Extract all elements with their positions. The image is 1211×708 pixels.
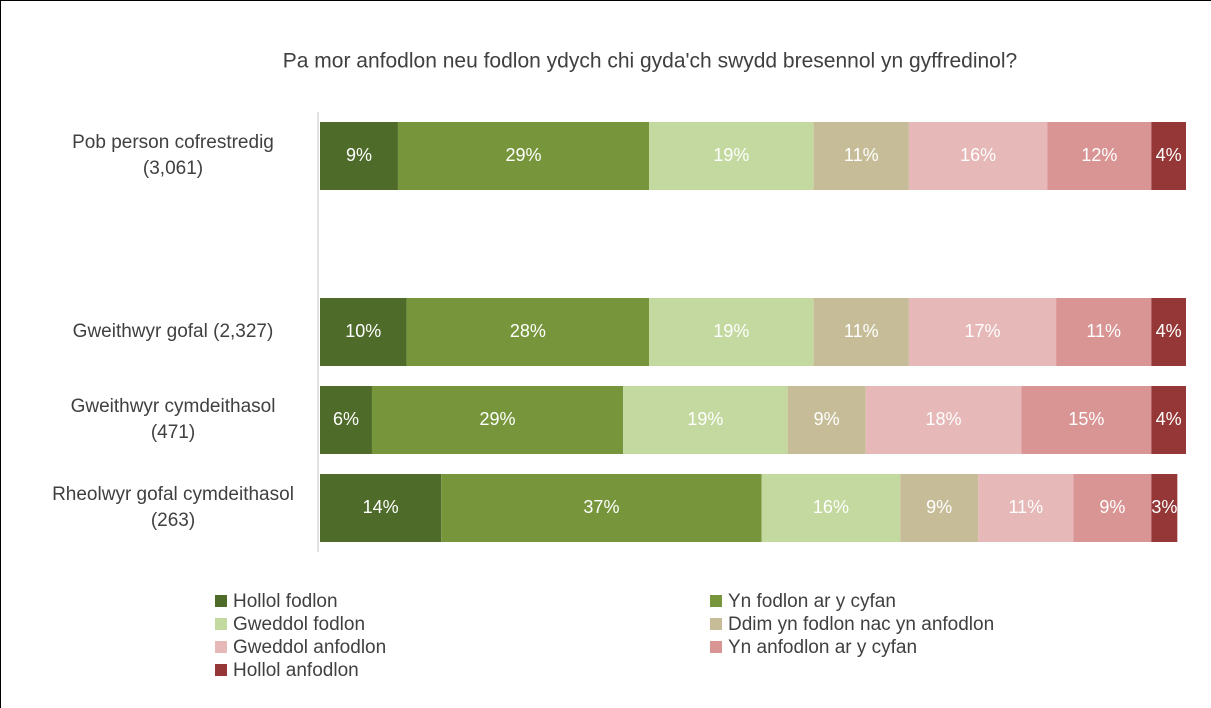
value-label: 9% [926,497,952,517]
value-label: 15% [1068,409,1104,429]
legend-swatch [710,618,722,630]
legend-swatch [710,595,722,607]
value-label: 29% [505,145,541,165]
value-label: 9% [346,145,372,165]
value-label: 4% [1156,145,1182,165]
value-label: 4% [1156,321,1182,341]
bar-segment [320,386,372,454]
category-label: Rheolwyr gofal cymdeithasol (263) [52,484,294,531]
bar-segment [865,386,1022,454]
value-label: 37% [583,497,619,517]
legend-label: Gweddol anfodlon [233,637,386,658]
category-label: Gweithwyr gofal (2,327) [72,321,274,342]
bar-segment [900,474,979,542]
category-label: Pob person cofrestredig (3,061) [72,132,274,179]
legend-swatch [215,664,227,676]
value-label: 16% [813,497,849,517]
bar-segment [649,122,814,190]
value-label: 11% [844,145,879,165]
legend-label: Ddim yn fodlon nac yn anfodlon [728,614,994,635]
bar-segment [813,298,909,366]
bar-segment [761,474,901,542]
bar-segment [1151,386,1186,454]
chart-title: Pa mor anfodlon neu fodlon ydych chi gyd… [283,50,1017,73]
value-label: 9% [814,409,840,429]
value-label: 11% [844,321,879,341]
bar-segment [978,474,1074,542]
legend-label: Yn anfodlon ar y cyfan [728,637,917,658]
value-label: 9% [1099,497,1125,517]
value-label: 16% [960,145,996,165]
bar-segment [320,298,407,366]
value-label: 28% [510,321,546,341]
bar-segment [320,474,442,542]
legend-label: Hollol anfodlon [233,660,359,681]
bar-segment [1151,122,1186,190]
value-label: 11% [1008,497,1043,517]
value-label: 19% [713,145,749,165]
bar-segment [371,386,624,454]
bar-segment [623,386,788,454]
bar-segment [1151,474,1178,542]
value-label: 10% [345,321,381,341]
bar-segment [1073,474,1152,542]
bar-segment [406,298,650,366]
value-label: 18% [926,409,962,429]
bar-segment [1151,298,1186,366]
bar-segment [320,122,398,190]
value-label: 19% [713,321,749,341]
bar-segment [1056,298,1152,366]
legend-swatch [215,618,227,630]
bar-segment [441,474,762,542]
value-label: 6% [333,409,359,429]
category-label: Gweithwyr cymdeithasol (471) [70,396,276,443]
legend-swatch [710,641,722,653]
value-label: 14% [363,497,399,517]
bar-segment [1021,386,1152,454]
value-label: 17% [964,321,1000,341]
legend-label: Gweddol fodlon [233,614,365,635]
value-label: 29% [480,409,516,429]
bar-segment [908,122,1048,190]
value-label: 4% [1156,409,1182,429]
legend-swatch [215,641,227,653]
bar-segment [813,122,909,190]
bar-segment [397,122,650,190]
value-label: 19% [687,409,723,429]
value-label: 11% [1086,321,1121,341]
bar-segment [1047,122,1152,190]
legend-swatch [215,595,227,607]
bar-segment [787,386,866,454]
bar-segment [908,298,1057,366]
value-label: 12% [1081,145,1117,165]
bar-segment [649,298,814,366]
legend-label: Hollol fodlon [233,591,338,612]
value-label: 3% [1151,497,1177,517]
legend-label: Yn fodlon ar y cyfan [728,591,896,612]
